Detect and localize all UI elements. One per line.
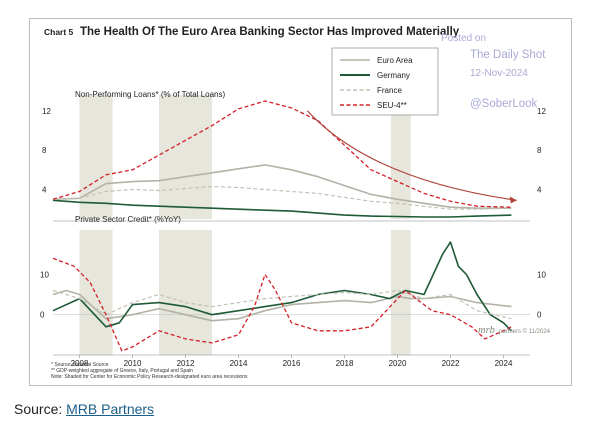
y-tick-label-left-bottom: 10 <box>40 270 49 279</box>
watermark-handle: @SoberLook <box>470 98 538 110</box>
x-tick-label: 2020 <box>389 359 407 368</box>
chart-number: Chart 5 <box>44 27 74 37</box>
y-tick-label-left-bottom: 0 <box>40 311 45 320</box>
legend-box <box>331 47 439 116</box>
y-tick-label-right-bottom: 0 <box>537 311 542 320</box>
series-line-euro-area-top <box>52 164 512 209</box>
recession-band-top <box>79 95 113 219</box>
recession-band-top <box>390 95 411 219</box>
axes: 4 4 8 8 12 12 0 0 10 10 2008 2010 2012 2014 2016 2018 20… <box>40 107 546 368</box>
y-tick-label-right-top: 12 <box>537 107 546 116</box>
y-tick-label-left-top: 4 <box>42 186 47 195</box>
legend-label-seu-4: SEU-4** <box>377 101 407 110</box>
y-tick-label-right-top: 4 <box>537 186 542 195</box>
series-line-germany-top <box>52 199 512 218</box>
source-link[interactable]: MRB Partners <box>66 401 155 417</box>
legend-label-france: France <box>377 86 402 95</box>
x-tick-label: 2024 <box>495 359 513 368</box>
x-tick-label: 2014 <box>230 359 248 368</box>
legend: Euro Area Germany France SEU-4** <box>331 47 439 116</box>
series-line-france-bottom <box>52 289 512 320</box>
series-line-france-top <box>52 186 512 210</box>
watermark-site: The Daily Shot <box>470 49 546 61</box>
top-panel-title: Non-Performing Loans* (% of Total Loans) <box>75 90 225 99</box>
chart-title: The Health Of The Euro Area Banking Sect… <box>80 26 460 38</box>
legend-label-germany: Germany <box>377 71 410 80</box>
series-line-euro-area-bottom <box>52 289 512 322</box>
x-tick-label: 2008 <box>71 359 89 368</box>
watermark-posted-on: Posted on <box>441 33 486 44</box>
legend-label-euro-area: Euro Area <box>377 56 413 65</box>
brand-logo: mrb <box>478 325 495 336</box>
series-lines <box>52 100 512 352</box>
chart-frame: Chart 5 The Health Of The Euro Area Bank… <box>29 18 572 386</box>
watermark-date: 12-Nov-2024 <box>470 68 528 79</box>
y-tick-label-left-top: 12 <box>42 107 51 116</box>
footnote-1: * Source: National Source <box>51 362 109 368</box>
chart-canvas: Chart 5 The Health Of The Euro Area Bank… <box>40 26 551 380</box>
x-tick-label: 2010 <box>124 359 142 368</box>
arrow-curve <box>306 110 517 201</box>
y-tick-label-right-top: 8 <box>537 146 542 155</box>
brand-text: partners © 11/2024 <box>499 328 551 335</box>
arrow-head <box>509 196 517 204</box>
x-tick-label: 2016 <box>283 359 301 368</box>
trend-arrow <box>306 110 517 204</box>
series-line-seu-4-bottom <box>52 257 512 352</box>
x-tick-label: 2018 <box>336 359 354 368</box>
recession-band-bottom <box>79 230 113 355</box>
y-tick-label-right-bottom: 10 <box>537 270 546 279</box>
series-line-germany-bottom <box>52 241 512 332</box>
x-tick-label: 2012 <box>177 359 195 368</box>
footnote-2: ** GDP-weighted aggregate of Greece, Ita… <box>51 368 193 374</box>
y-tick-label-left-top: 8 <box>42 146 47 155</box>
source-caption: Source: MRB Partners <box>14 401 154 417</box>
recession-band-top <box>159 95 212 219</box>
x-tick-label: 2022 <box>442 359 460 368</box>
series-line-seu-4-top <box>52 100 512 208</box>
footnote-3: Note: Shaded for Center for Economic Pol… <box>51 374 248 380</box>
bottom-panel-title: Private Sector Credit* (%YoY) <box>75 215 181 224</box>
source-label: Source: <box>14 401 67 417</box>
recession-band-bottom <box>159 230 212 355</box>
